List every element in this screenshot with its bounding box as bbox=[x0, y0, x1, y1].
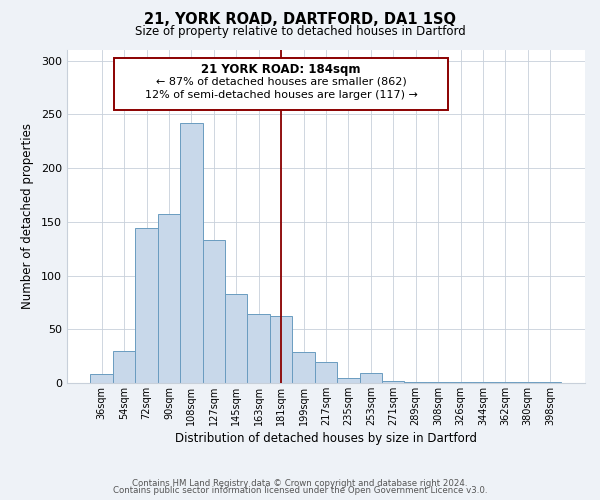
Bar bbox=[113, 350, 136, 383]
Bar bbox=[158, 214, 180, 383]
Text: Size of property relative to detached houses in Dartford: Size of property relative to detached ho… bbox=[134, 25, 466, 38]
Bar bbox=[382, 381, 404, 383]
Bar bbox=[359, 373, 382, 383]
Text: 12% of semi-detached houses are larger (117) →: 12% of semi-detached houses are larger (… bbox=[145, 90, 418, 100]
Bar bbox=[539, 382, 562, 383]
Bar bbox=[315, 362, 337, 383]
Y-axis label: Number of detached properties: Number of detached properties bbox=[21, 124, 34, 310]
Bar bbox=[292, 352, 315, 383]
Bar bbox=[91, 374, 113, 383]
Bar bbox=[494, 382, 517, 383]
Bar bbox=[427, 382, 449, 383]
Bar bbox=[114, 58, 448, 110]
Text: ← 87% of detached houses are smaller (862): ← 87% of detached houses are smaller (86… bbox=[156, 77, 406, 87]
Bar bbox=[472, 382, 494, 383]
Bar bbox=[180, 123, 203, 383]
Bar bbox=[136, 228, 158, 383]
Text: 21 YORK ROAD: 184sqm: 21 YORK ROAD: 184sqm bbox=[202, 63, 361, 76]
Bar bbox=[225, 294, 247, 383]
Text: Contains public sector information licensed under the Open Government Licence v3: Contains public sector information licen… bbox=[113, 486, 487, 495]
Bar bbox=[270, 316, 292, 383]
X-axis label: Distribution of detached houses by size in Dartford: Distribution of detached houses by size … bbox=[175, 432, 477, 445]
Bar bbox=[337, 378, 359, 383]
Text: 21, YORK ROAD, DARTFORD, DA1 1SQ: 21, YORK ROAD, DARTFORD, DA1 1SQ bbox=[144, 12, 456, 28]
Bar bbox=[449, 382, 472, 383]
Text: Contains HM Land Registry data © Crown copyright and database right 2024.: Contains HM Land Registry data © Crown c… bbox=[132, 478, 468, 488]
Bar bbox=[203, 240, 225, 383]
Bar bbox=[517, 382, 539, 383]
Bar bbox=[247, 314, 270, 383]
Bar bbox=[404, 382, 427, 383]
